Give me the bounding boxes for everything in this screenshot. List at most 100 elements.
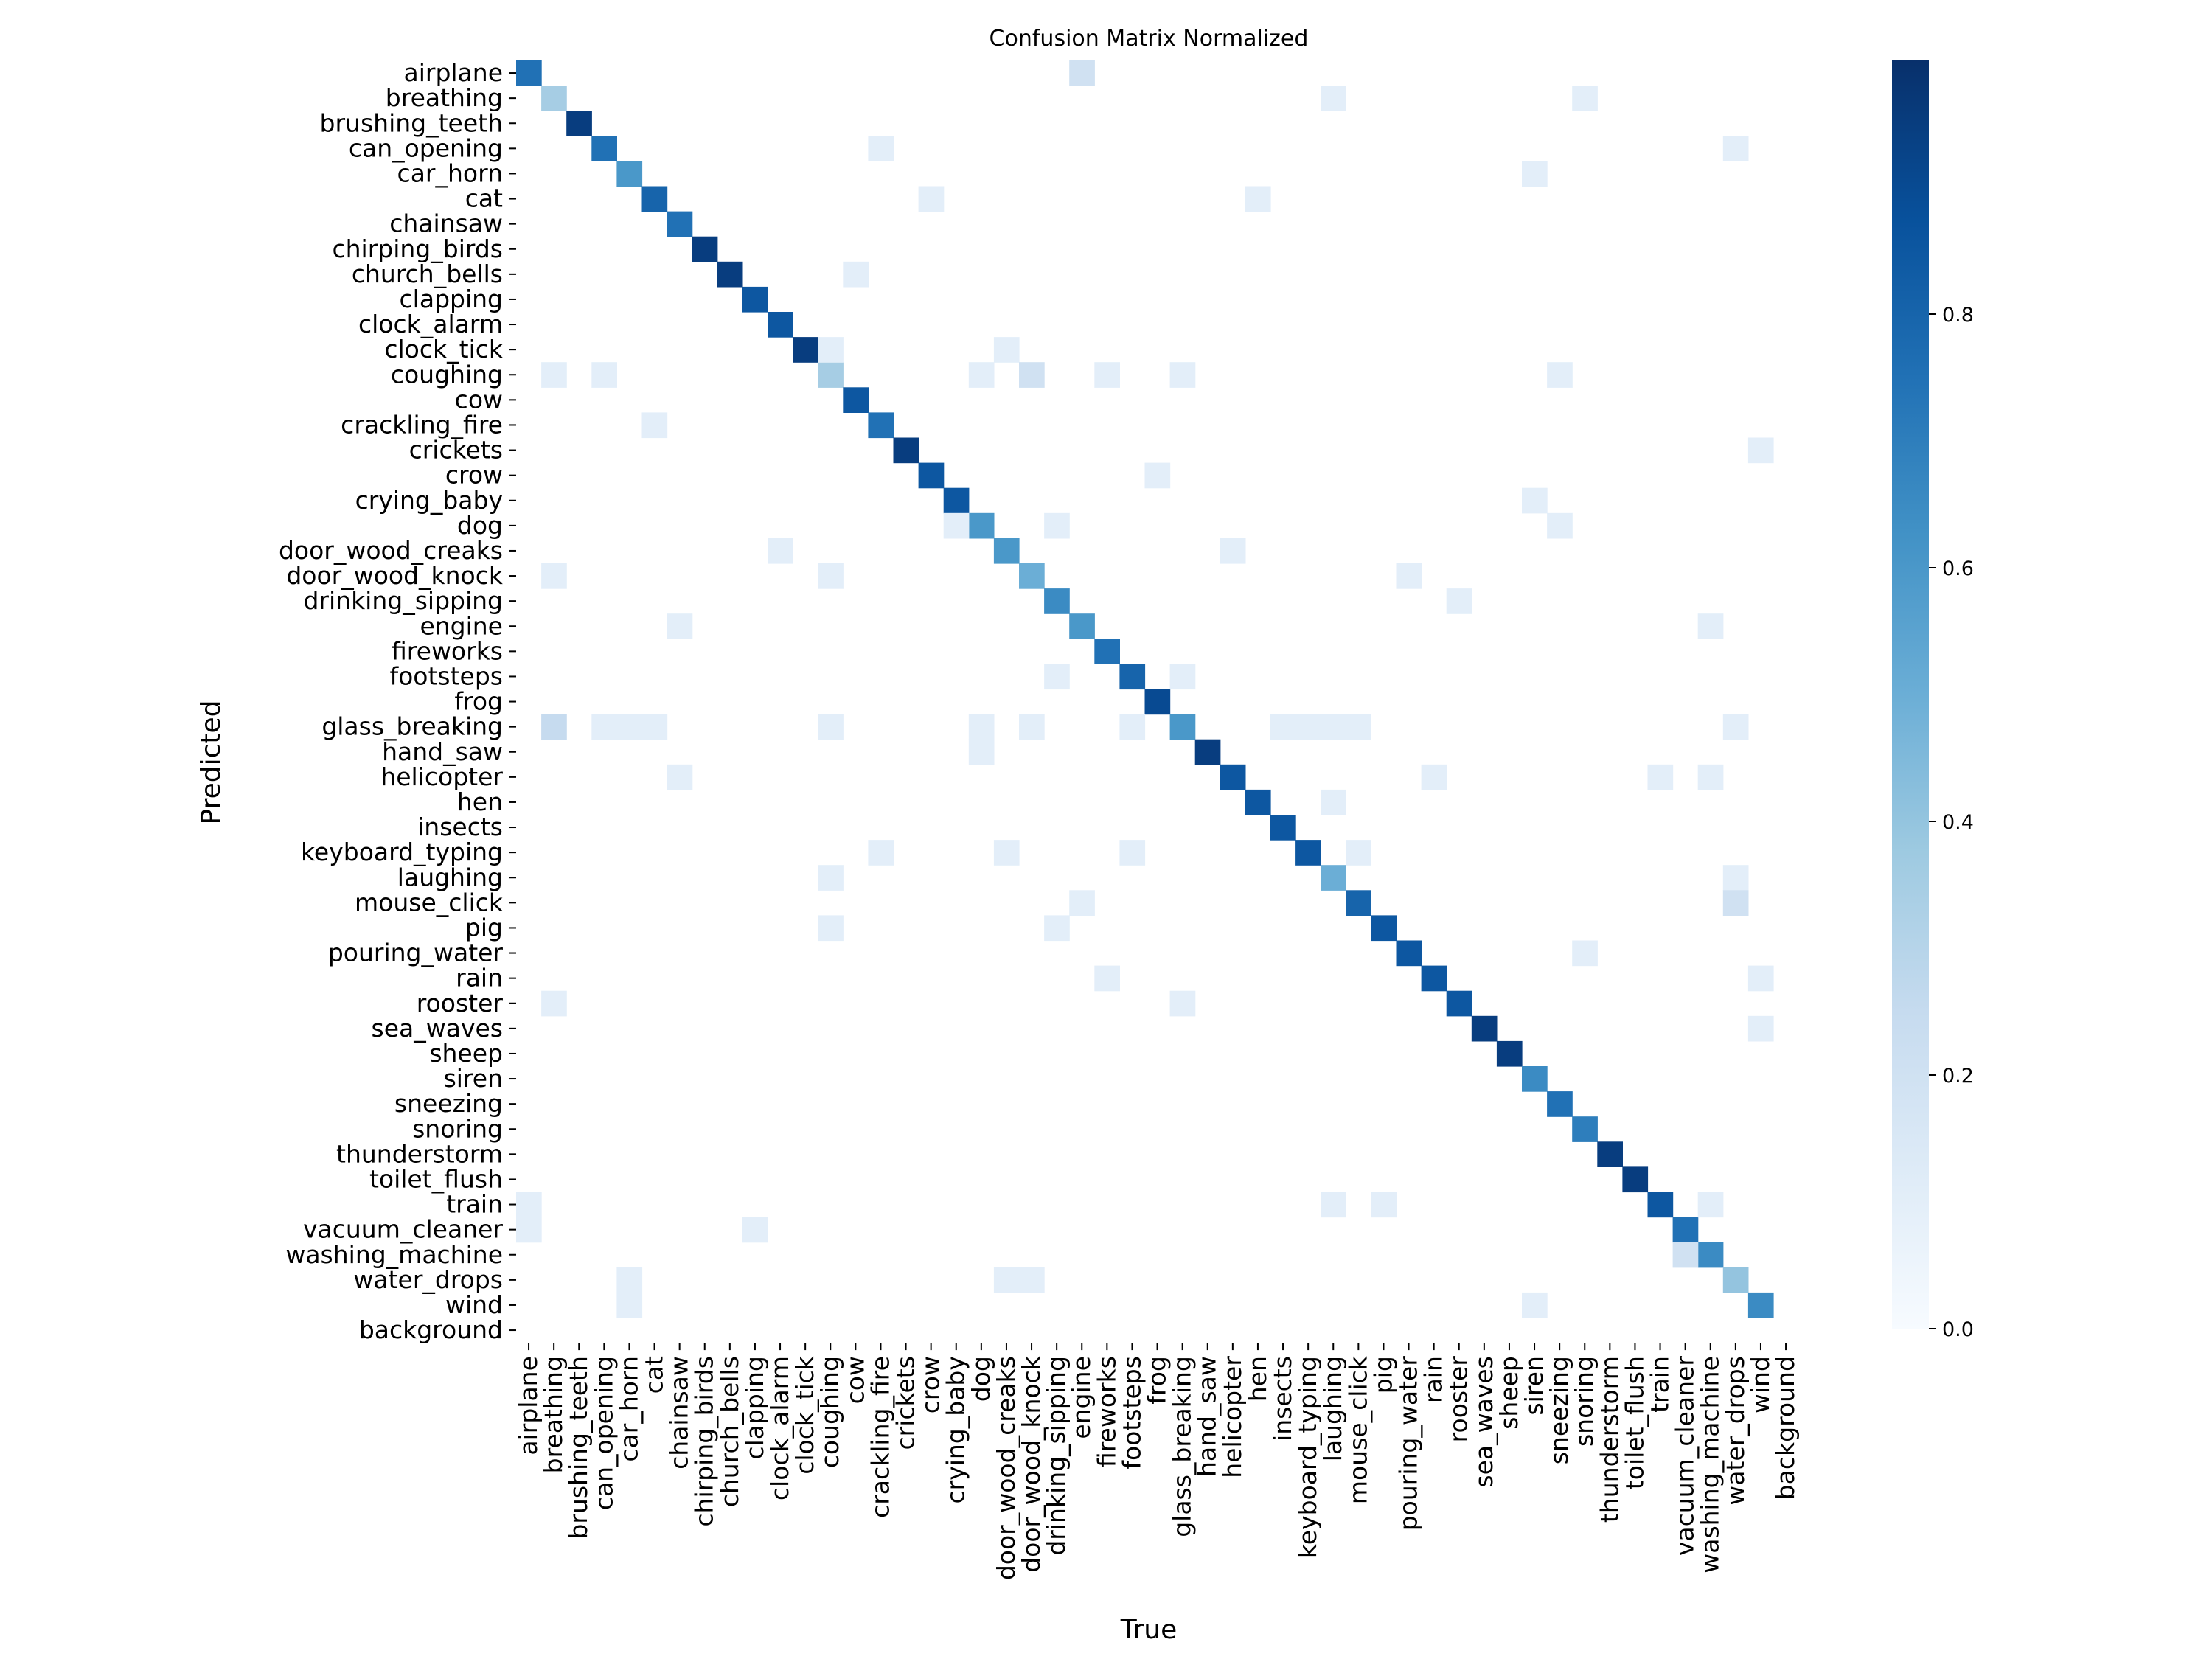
x-tick-label: wind: [1746, 1356, 1775, 1413]
y-tick-label: chainsaw: [389, 209, 503, 238]
y-tick-label: brushing_teeth: [320, 108, 503, 137]
heatmap-cell: [818, 337, 844, 363]
x-tick-label: fireworks: [1092, 1356, 1121, 1467]
x-tick-label: coughing: [815, 1356, 844, 1468]
x-tick-label: rain: [1419, 1356, 1448, 1403]
y-tick-label: mouse_click: [355, 888, 504, 917]
heatmap-cell: [1622, 1166, 1649, 1193]
heatmap-cell: [1421, 965, 1447, 992]
heatmap-cell: [616, 1292, 643, 1318]
heatmap-cell: [591, 136, 617, 161]
heatmap-cell: [1169, 990, 1196, 1017]
x-tick-label: crickets: [891, 1356, 920, 1450]
y-tick-label: pouring_water: [328, 939, 504, 967]
y-tick-label: crickets: [409, 436, 503, 465]
y-tick-label: glass_breaking: [321, 712, 503, 741]
x-tick-label: clock_tick: [790, 1355, 819, 1475]
heatmap-cell: [616, 161, 643, 187]
heatmap-cell: [591, 714, 617, 740]
heatmap-cell: [818, 714, 844, 740]
x-tick-label: pouring_water: [1394, 1356, 1423, 1531]
heatmap-cell: [1547, 512, 1573, 539]
heatmap-cell: [1245, 789, 1271, 815]
heatmap-cell: [1321, 86, 1346, 111]
heatmap-cell: [993, 337, 1020, 363]
colorbar-tick-label: 0.8: [1942, 304, 1974, 327]
heatmap-cell: [1321, 1192, 1346, 1218]
heatmap-cell: [717, 261, 743, 288]
heatmap-cell: [1144, 689, 1171, 715]
heatmap-cell: [667, 211, 693, 237]
heatmap-cell: [641, 412, 668, 439]
heatmap-cell: [1371, 915, 1397, 942]
heatmap-cell: [993, 1267, 1020, 1293]
x-tick-label: helicopter: [1218, 1356, 1247, 1478]
heatmap-cell: [968, 714, 995, 740]
x-tick-label: drinking_sipping: [1042, 1356, 1071, 1556]
chart-title: Confusion Matrix Normalized: [990, 26, 1309, 52]
heatmap-cell: [1144, 462, 1171, 489]
x-tick-label: clapping: [740, 1356, 769, 1459]
heatmap-cell: [1747, 437, 1774, 464]
y-tick-label: drinking_sipping: [303, 586, 503, 615]
x-tick-label: church_bells: [715, 1356, 744, 1507]
heatmap-cell: [1522, 1292, 1548, 1318]
heatmap-cells: [516, 60, 1774, 1318]
heatmap-cell: [516, 60, 542, 86]
heatmap-cell: [918, 186, 945, 212]
x-tick-label: clock_alarm: [765, 1356, 794, 1500]
x-tick-label: keyboard_typing: [1293, 1356, 1322, 1558]
y-tick-label: crow: [445, 461, 503, 490]
heatmap-cell: [1446, 990, 1472, 1017]
heatmap-cell: [843, 387, 869, 413]
heatmap-cell: [1069, 613, 1095, 639]
x-tick-label: glass_breaking: [1168, 1356, 1197, 1537]
heatmap-cell: [641, 186, 668, 212]
heatmap-cell: [1321, 714, 1346, 740]
y-tick-label: toilet_flush: [369, 1164, 503, 1193]
x-tick-label: can_opening: [589, 1356, 618, 1510]
heatmap-cell: [1119, 664, 1146, 690]
heatmap-cell: [1496, 1040, 1523, 1067]
heatmap-cell: [516, 1192, 542, 1218]
y-tick-label: hen: [457, 787, 503, 816]
heatmap-cell: [1119, 714, 1146, 740]
heatmap-cell: [1019, 1267, 1045, 1293]
heatmap-cell: [818, 563, 844, 589]
heatmap-cell: [1522, 487, 1548, 514]
heatmap-cell: [1044, 664, 1070, 690]
heatmap-cell: [1245, 186, 1271, 212]
heatmap-cell: [1270, 714, 1296, 740]
heatmap-cell: [1194, 739, 1221, 765]
heatmap-cell: [1220, 764, 1246, 790]
heatmap-cell: [868, 840, 894, 866]
heatmap-cell: [541, 563, 567, 589]
x-tick-label: snoring: [1570, 1356, 1599, 1447]
heatmap-cell: [1044, 512, 1070, 539]
heatmap-cell: [1572, 1116, 1598, 1142]
heatmap-cell: [1346, 714, 1371, 740]
heatmap-cell: [818, 915, 844, 942]
heatmap-cell: [1094, 965, 1120, 992]
heatmap-cell: [868, 412, 894, 439]
heatmap-cell: [843, 261, 869, 288]
heatmap-cell: [1119, 840, 1146, 866]
x-tick-label: cow: [841, 1356, 869, 1404]
y-tick-label: sheep: [429, 1039, 503, 1068]
heatmap-cell: [1094, 362, 1120, 388]
x-tick-label: footsteps: [1117, 1356, 1146, 1470]
x-tick-label: brushing_teeth: [564, 1356, 593, 1539]
heatmap-cell: [591, 362, 617, 388]
y-tick-labels: airplanebreathingbrushing_teethcan_openi…: [279, 58, 516, 1344]
x-tick-label: crackling_fire: [866, 1356, 894, 1518]
heatmap-cell: [1697, 1242, 1724, 1268]
x-tick-label: engine: [1067, 1356, 1096, 1439]
heatmap-cell: [943, 512, 970, 539]
heatmap-cell: [968, 362, 995, 388]
y-axis-label: Predicted: [196, 700, 226, 825]
heatmap-cell: [1169, 714, 1196, 740]
heatmap-cell: [1672, 1242, 1699, 1268]
x-tick-label: vacuum_cleaner: [1671, 1356, 1700, 1556]
heatmap-cell: [1044, 588, 1070, 614]
